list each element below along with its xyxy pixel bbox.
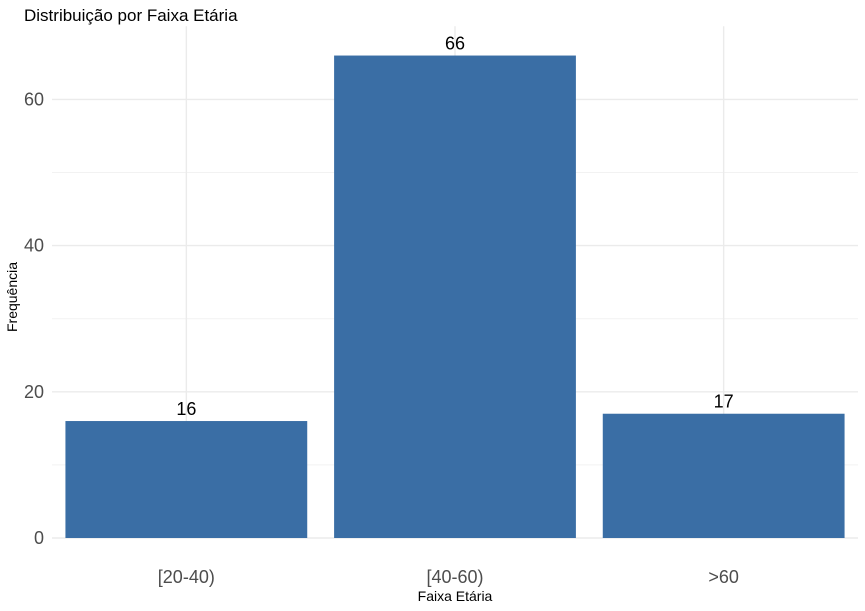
chart-title: Distribuição por Faixa Etária (24, 6, 238, 25)
x-axis-ticks: [20-40) [40-60) >60 (158, 567, 739, 587)
y-tick-label: 60 (24, 89, 44, 109)
bar (65, 421, 308, 538)
bars (65, 55, 845, 538)
data-label: 17 (714, 392, 734, 412)
bar (602, 413, 845, 538)
y-axis-title: Frequência (4, 262, 20, 332)
bar (334, 55, 576, 538)
data-label: 16 (176, 399, 196, 419)
y-tick-label: 20 (24, 382, 44, 402)
x-axis-title: Faixa Etária (418, 588, 493, 604)
x-tick-label: >60 (708, 567, 739, 587)
y-axis-ticks: 0 20 40 60 (24, 89, 44, 548)
x-tick-label: [20-40) (158, 567, 215, 587)
x-tick-label: [40-60) (426, 567, 483, 587)
data-labels: 16 66 17 (176, 34, 733, 420)
y-tick-label: 40 (24, 236, 44, 256)
y-tick-label: 0 (34, 528, 44, 548)
data-label: 66 (445, 34, 465, 54)
